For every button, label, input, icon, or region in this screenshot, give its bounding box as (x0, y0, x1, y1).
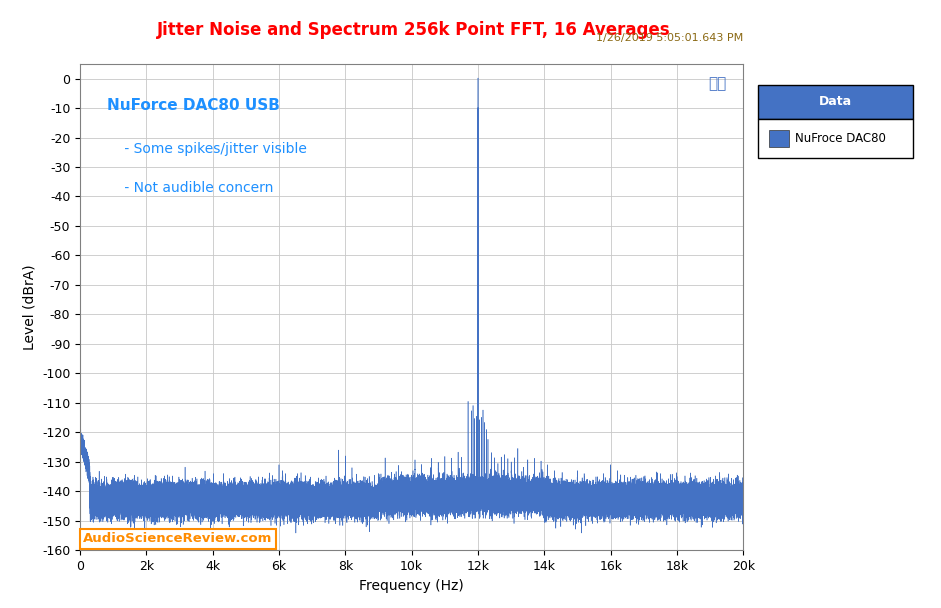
Text: Data: Data (819, 95, 852, 108)
Text: NuFroce DAC80: NuFroce DAC80 (795, 132, 886, 145)
Text: AudioScienceReview.com: AudioScienceReview.com (84, 533, 273, 545)
Text: - Some spikes/jitter visible: - Some spikes/jitter visible (120, 142, 307, 156)
Text: NuForce DAC80 USB: NuForce DAC80 USB (106, 98, 279, 113)
Text: 1/26/2019 5:05:01.643 PM: 1/26/2019 5:05:01.643 PM (597, 33, 743, 43)
X-axis label: Frequency (Hz): Frequency (Hz) (359, 579, 464, 593)
Text: Jitter Noise and Spectrum 256k Point FFT, 16 Averages: Jitter Noise and Spectrum 256k Point FFT… (157, 21, 671, 40)
Text: - Not audible concern: - Not audible concern (120, 181, 273, 195)
Y-axis label: Level (dBrA): Level (dBrA) (23, 264, 37, 350)
Text: Ａ𝒫: Ａ𝒫 (709, 76, 726, 91)
